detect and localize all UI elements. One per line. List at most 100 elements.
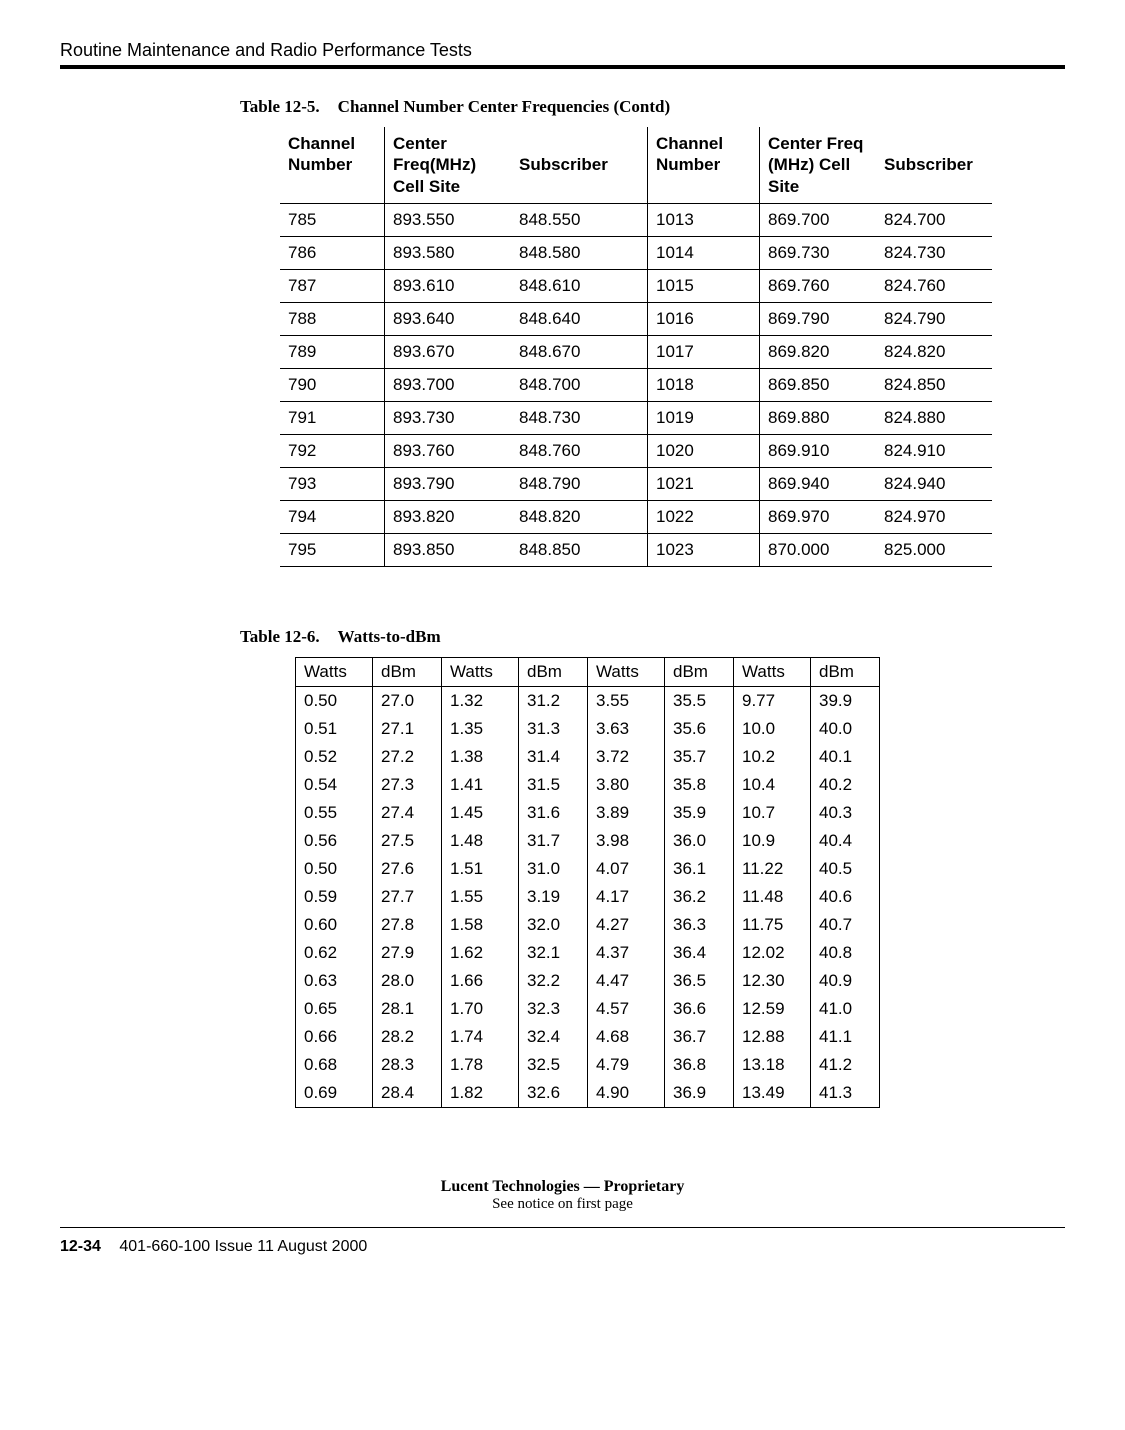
table-cell: 27.4: [373, 799, 442, 827]
table-cell: 791: [280, 401, 385, 434]
table-cell: 790: [280, 368, 385, 401]
table-cell: 1.58: [442, 911, 519, 939]
th-text: Number: [288, 155, 352, 174]
table-cell: 11.75: [734, 911, 811, 939]
table-cell: 36.0: [665, 827, 734, 855]
table-cell: 10.7: [734, 799, 811, 827]
table-cell: 893.610: [385, 269, 512, 302]
th-dbm-1: dBm: [373, 657, 442, 686]
table-cell: 40.1: [811, 743, 880, 771]
table-cell: 36.5: [665, 967, 734, 995]
th-text: Cell: [819, 155, 850, 174]
table2-caption-prefix: Table 12-6.: [240, 627, 320, 646]
table-row: 786893.580848.5801014869.730824.730: [280, 236, 992, 269]
table-cell: 869.940: [760, 467, 877, 500]
table-cell: 41.3: [811, 1079, 880, 1108]
table-cell: 36.1: [665, 855, 734, 883]
table-cell: 35.8: [665, 771, 734, 799]
table-cell: 4.37: [588, 939, 665, 967]
table-cell: 786: [280, 236, 385, 269]
table-cell: 848.820: [511, 500, 648, 533]
page-footer: 12-34 401-660-100 Issue 11 August 2000: [60, 1238, 1065, 1256]
table-cell: 36.9: [665, 1079, 734, 1108]
doc-info: 401-660-100 Issue 11 August 2000: [119, 1238, 367, 1255]
table-cell: 35.9: [665, 799, 734, 827]
table-cell: 1.41: [442, 771, 519, 799]
table-cell: 28.3: [373, 1051, 442, 1079]
table2-caption: Table 12-6. Watts-to-dBm: [240, 627, 1065, 647]
table-cell: 32.2: [519, 967, 588, 995]
table-row: 0.6928.41.8232.64.9036.913.4941.3: [296, 1079, 880, 1108]
table-cell: 1018: [648, 368, 760, 401]
th-watts-0: Watts: [296, 657, 373, 686]
table-cell: 1020: [648, 434, 760, 467]
table-cell: 0.51: [296, 715, 373, 743]
table-cell: 0.50: [296, 686, 373, 715]
table-cell: 40.9: [811, 967, 880, 995]
channel-frequency-table: Channel Number Center Freq(MHz) Cell Sit…: [280, 127, 992, 567]
table-cell: 36.7: [665, 1023, 734, 1051]
table-cell: 31.6: [519, 799, 588, 827]
th-text: Cell Site: [393, 177, 460, 196]
table-cell: 40.7: [811, 911, 880, 939]
table-cell: 31.4: [519, 743, 588, 771]
table-cell: 870.000: [760, 533, 877, 566]
table-cell: 12.02: [734, 939, 811, 967]
table-cell: 824.910: [876, 434, 992, 467]
th-dbm-3: dBm: [519, 657, 588, 686]
table-cell: 788: [280, 302, 385, 335]
table-cell: 40.6: [811, 883, 880, 911]
table-cell: 824.940: [876, 467, 992, 500]
table-cell: 1.78: [442, 1051, 519, 1079]
table-cell: 0.59: [296, 883, 373, 911]
table-cell: 1.70: [442, 995, 519, 1023]
table-cell: 4.79: [588, 1051, 665, 1079]
table-cell: 41.1: [811, 1023, 880, 1051]
th-text: Number: [656, 155, 720, 174]
th-text: Channel: [656, 134, 723, 153]
table-cell: 41.0: [811, 995, 880, 1023]
th-text: Site: [768, 177, 799, 196]
table-cell: 10.4: [734, 771, 811, 799]
table-cell: 0.62: [296, 939, 373, 967]
table-cell: 869.790: [760, 302, 877, 335]
table-cell: 40.2: [811, 771, 880, 799]
table-cell: 869.760: [760, 269, 877, 302]
table-row: 0.6027.81.5832.04.2736.311.7540.7: [296, 911, 880, 939]
table-cell: 3.63: [588, 715, 665, 743]
table-row: 794893.820848.8201022869.970824.970: [280, 500, 992, 533]
table-cell: 869.910: [760, 434, 877, 467]
table-cell: 27.1: [373, 715, 442, 743]
table-cell: 28.2: [373, 1023, 442, 1051]
table-cell: 1.38: [442, 743, 519, 771]
table-row: 0.5127.11.3531.33.6335.610.040.0: [296, 715, 880, 743]
table-cell: 0.63: [296, 967, 373, 995]
table-row: 0.5427.31.4131.53.8035.810.440.2: [296, 771, 880, 799]
table-row: 793893.790848.7901021869.940824.940: [280, 467, 992, 500]
table-cell: 0.54: [296, 771, 373, 799]
table-cell: 4.07: [588, 855, 665, 883]
th-text: Subscriber: [519, 155, 608, 174]
table1-caption-prefix: Table 12-5.: [240, 97, 320, 116]
table-cell: 3.80: [588, 771, 665, 799]
table-cell: 893.550: [385, 203, 512, 236]
table-row: 789893.670848.6701017869.820824.820: [280, 335, 992, 368]
table-cell: 32.3: [519, 995, 588, 1023]
table-cell: 0.68: [296, 1051, 373, 1079]
th-text: Subscriber: [884, 155, 973, 174]
table-cell: 27.5: [373, 827, 442, 855]
table-cell: 40.0: [811, 715, 880, 743]
table2-caption-text: Watts-to-dBm: [338, 627, 441, 646]
table-cell: 3.98: [588, 827, 665, 855]
table-row: 791893.730848.7301019869.880824.880: [280, 401, 992, 434]
table-cell: 825.000: [876, 533, 992, 566]
table-cell: 0.60: [296, 911, 373, 939]
table-cell: 27.7: [373, 883, 442, 911]
table-row: 787893.610848.6101015869.760824.760: [280, 269, 992, 302]
table-cell: 11.22: [734, 855, 811, 883]
table-cell: 12.59: [734, 995, 811, 1023]
table-row: 0.5227.21.3831.43.7235.710.240.1: [296, 743, 880, 771]
table-cell: 893.850: [385, 533, 512, 566]
th-dbm-7: dBm: [811, 657, 880, 686]
table-cell: 848.850: [511, 533, 648, 566]
